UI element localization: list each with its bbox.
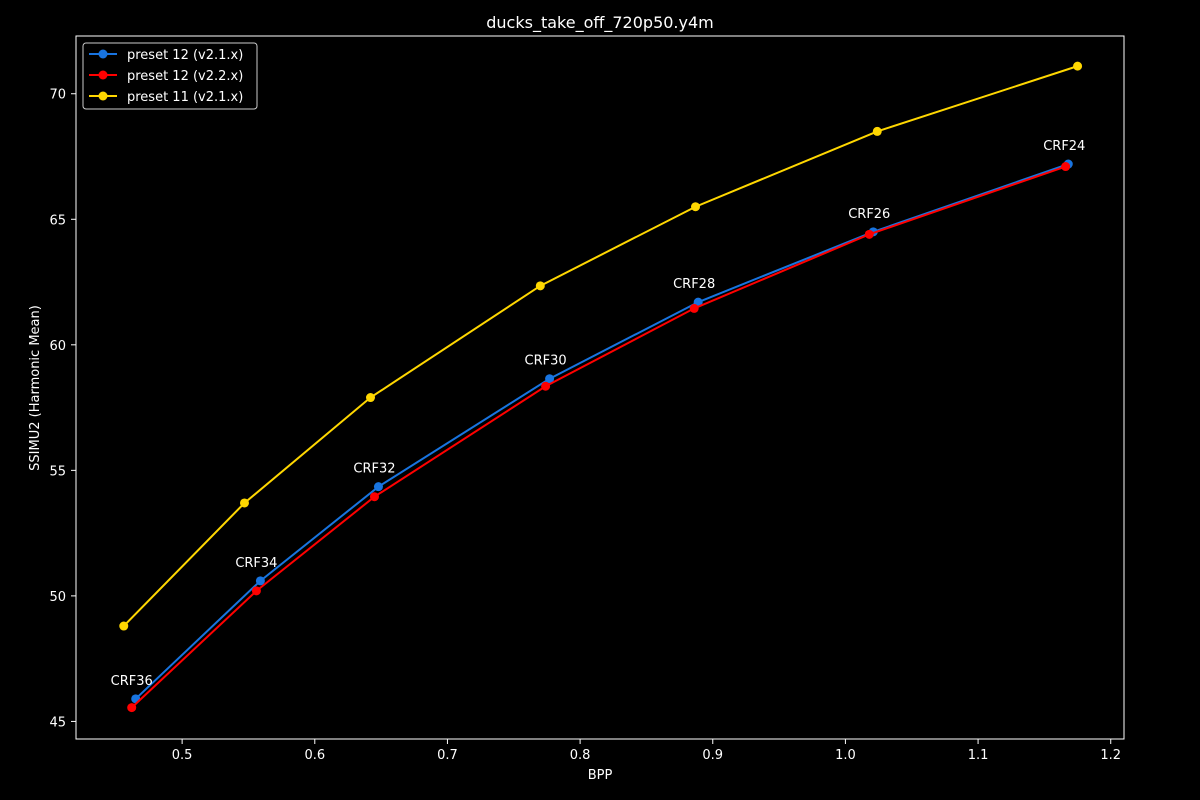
x-tick-label: 0.9: [702, 748, 723, 763]
crf-annotation: CRF26: [848, 207, 890, 222]
y-axis: 45 50 55 60 65 70: [49, 88, 76, 730]
legend: preset 12 (v2.1.x) preset 12 (v2.2.x) pres…: [82, 42, 258, 110]
data-point: [1061, 162, 1071, 172]
y-tick-label: 70: [49, 88, 66, 103]
legend-item: preset 12 (v2.1.x): [89, 48, 243, 63]
x-tick-label: 0.7: [437, 748, 458, 763]
crf-annotation: CRF32: [353, 462, 395, 477]
series-2: [127, 162, 1071, 713]
data-point: [691, 202, 701, 212]
data-point: [255, 576, 265, 586]
legend-marker: [98, 70, 108, 80]
crf-annotation: CRF34: [235, 556, 277, 571]
legend-item: preset 12 (v2.2.x): [89, 69, 243, 84]
legend-label: preset 12 (v2.2.x): [127, 69, 243, 84]
data-point: [369, 492, 379, 502]
data-point: [251, 586, 261, 596]
x-tick-label: 1.2: [1100, 748, 1121, 763]
y-axis-label: SSIMU2 (Harmonic Mean): [28, 305, 43, 471]
data-point: [373, 482, 383, 492]
plot-area: [75, 35, 1125, 740]
legend-label: preset 12 (v2.1.x): [127, 48, 243, 63]
x-tick-label: 0.8: [570, 748, 591, 763]
legend-item: preset 11 (v2.1.x): [89, 90, 243, 105]
y-tick-label: 45: [49, 715, 66, 730]
data-point: [689, 303, 699, 313]
legend-marker: [98, 49, 108, 59]
crf-annotation: CRF36: [111, 674, 153, 689]
x-axis: 0.5 0.6 0.7 0.8 0.9 1.0 1.1 1.2: [172, 739, 1121, 763]
y-tick-label: 55: [49, 464, 66, 479]
crf-annotation: CRF30: [525, 354, 567, 369]
data-point: [864, 229, 874, 239]
data-point: [545, 374, 555, 384]
crf-annotation: CRF24: [1043, 139, 1085, 154]
legend-box: [82, 42, 258, 110]
data-point: [239, 498, 249, 508]
series-layer: [119, 61, 1083, 713]
data-point: [127, 703, 137, 713]
annotation-layer: CRF36 CRF34 CRF32 CRF30 CRF28 CRF26 CRF24: [111, 139, 1086, 689]
legend-marker: [98, 91, 108, 101]
x-tick-label: 0.6: [304, 748, 325, 763]
y-tick-label: 60: [49, 339, 66, 354]
y-tick-label: 65: [49, 213, 66, 228]
data-point: [541, 381, 551, 391]
data-point: [1073, 61, 1083, 71]
data-point: [119, 621, 129, 631]
data-point: [872, 126, 882, 136]
chart-title: ducks_take_off_720p50.y4m: [486, 13, 714, 33]
x-tick-label: 0.5: [172, 748, 193, 763]
crf-annotation: CRF28: [673, 277, 715, 292]
x-tick-label: 1.0: [835, 748, 856, 763]
data-point: [366, 393, 376, 403]
series-3: [119, 61, 1083, 631]
data-point: [535, 281, 545, 291]
x-axis-label: BPP: [588, 768, 613, 783]
x-tick-label: 1.1: [968, 748, 989, 763]
legend-label: preset 11 (v2.1.x): [127, 90, 243, 105]
y-tick-label: 50: [49, 590, 66, 605]
